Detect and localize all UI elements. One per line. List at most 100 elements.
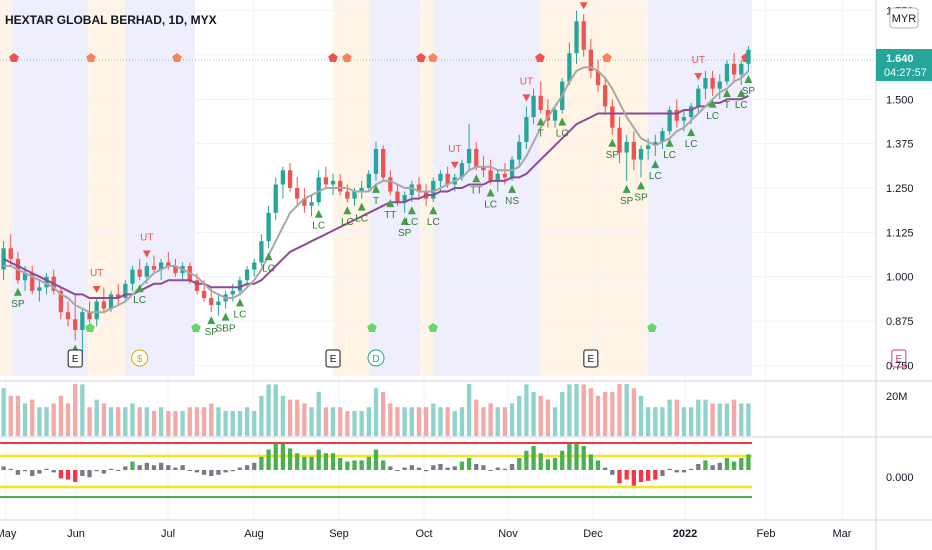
oscillator-bar [459, 461, 465, 470]
buy-signal-arrow [264, 252, 273, 261]
oscillator-bar [8, 468, 13, 470]
volume-bar [409, 407, 414, 436]
volume-bar [459, 407, 465, 436]
volume-bar [130, 403, 135, 436]
event-marker[interactable]: E [325, 349, 341, 368]
oscillator-bar [438, 464, 443, 470]
candle-body [567, 53, 572, 82]
volume-bar [259, 395, 264, 436]
candle-body [466, 148, 472, 164]
buy-signal-arrow [221, 312, 230, 321]
candle-body [724, 63, 730, 82]
candle-body [352, 191, 357, 199]
buy-signal-arrow [558, 117, 567, 126]
sell-signal-arrow [142, 250, 151, 258]
event-markers[interactable]: E $ E D E E [67, 349, 907, 368]
oscillator-bar [667, 468, 672, 470]
event-marker[interactable]: E [891, 349, 907, 368]
oscillator-bar [545, 459, 551, 470]
sell-signal-label: UT [520, 76, 533, 87]
volume-bar [166, 411, 171, 436]
buy-signal-label: SP [620, 196, 634, 207]
buy-signal-arrow [357, 202, 366, 211]
candle-body [366, 173, 371, 188]
buy-signal-label: SP [634, 192, 648, 203]
event-marker[interactable]: E [583, 349, 599, 368]
time-scale[interactable]: May Jun Jul Aug Sep Oct Nov Dec 2022 Feb Mar [0, 528, 852, 540]
candle-body [445, 173, 450, 185]
buy-signal-arrow [13, 287, 22, 296]
candle-body [402, 195, 407, 203]
buy-signal-arrow [722, 89, 731, 98]
candle-body [323, 177, 329, 185]
oscillator-bar [581, 446, 586, 470]
oscillator-bar [94, 470, 99, 472]
sell-signal-arrow [522, 94, 531, 102]
volume-bar [624, 384, 629, 436]
event-marker[interactable]: $ [131, 349, 149, 367]
volume-bars [1, 384, 751, 436]
time-tick-label: Sep [329, 528, 349, 540]
oscillator-bar [724, 458, 730, 470]
candle-body [151, 266, 157, 270]
bottom-pentagon-marker [191, 323, 201, 332]
volume-bar [173, 411, 178, 436]
event-circle [131, 349, 149, 367]
oscillator-bar [445, 467, 450, 470]
event-marker[interactable]: D [367, 349, 385, 367]
volume-bar [595, 395, 601, 436]
oscillator-bar [302, 456, 307, 470]
volume-bar [101, 403, 106, 436]
oscillator-bar [216, 470, 221, 475]
oscillator-bar [531, 446, 536, 470]
time-tick-label: Nov [498, 528, 518, 540]
volume-bar [481, 407, 486, 436]
candle-body [65, 312, 71, 320]
sell-signal-arrow [579, 2, 588, 10]
volume-bar [73, 384, 78, 436]
volume-bar [144, 407, 149, 436]
buy-signal-arrow [429, 206, 438, 215]
candle-body [345, 191, 350, 199]
volume-bar [187, 407, 192, 436]
candle-body [259, 241, 264, 263]
candle-body [739, 63, 744, 75]
candle-body [531, 95, 536, 118]
event-marker[interactable]: E [67, 349, 83, 368]
oscillator-bar [488, 470, 493, 471]
volume-bar [681, 407, 687, 436]
currency-button[interactable]: MYR [889, 7, 919, 29]
sell-signal-label: UT [90, 268, 103, 279]
volume-bar [209, 403, 214, 436]
candle-body [316, 177, 321, 203]
volume-bar [423, 407, 429, 436]
volume-bar [381, 392, 386, 436]
buy-signal-label: LC [484, 199, 497, 210]
candle-body [710, 78, 715, 89]
oscillator-bar [87, 470, 92, 478]
buy-signal-label: LC [355, 214, 368, 225]
oscillator-bar [58, 470, 64, 479]
volume-bar [524, 384, 529, 436]
oscillator-bar [1, 466, 6, 470]
top-pentagon-marker [328, 53, 338, 62]
top-pentagon-marker [172, 53, 182, 62]
candle-body [359, 188, 364, 192]
candle-body [674, 109, 679, 121]
volume-bar [266, 384, 271, 436]
volume-bar [545, 399, 551, 436]
volume-bar [30, 399, 35, 436]
chart-title: HEXTAR GLOBAL BERHAD, 1D, MYX [5, 13, 217, 27]
time-tick-label: Feb [757, 528, 776, 540]
oscillator-bar [201, 470, 207, 475]
buy-signal-label: LC [556, 129, 569, 140]
oscillator-bar [323, 453, 329, 470]
candle-body [237, 280, 243, 291]
buy-signal-arrow [622, 184, 631, 193]
volume-bar [123, 407, 128, 436]
oscillator-bar [209, 470, 214, 476]
candle-body [517, 141, 522, 160]
volume-bar [610, 392, 615, 436]
buy-signal-arrow [472, 174, 481, 183]
